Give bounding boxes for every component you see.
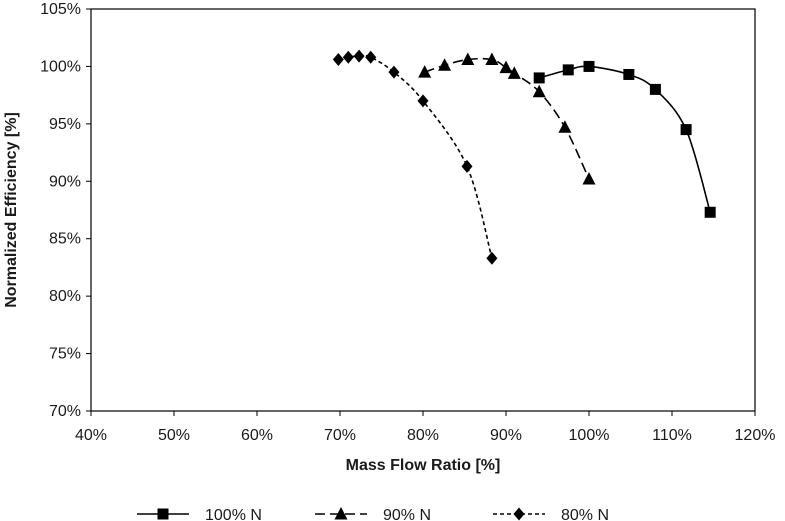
legend: 100% N 90% N 80% N xyxy=(137,507,609,521)
data-point xyxy=(353,49,365,63)
x-axis-title: Mass Flow Ratio [%] xyxy=(346,457,501,474)
data-point xyxy=(680,124,692,136)
y-tick-label: 100% xyxy=(40,58,81,75)
y-tick-label: 70% xyxy=(49,403,81,420)
data-point xyxy=(461,159,473,173)
y-tick-label: 80% xyxy=(49,288,81,305)
legend-marker xyxy=(157,508,169,520)
data-point xyxy=(438,58,452,71)
data-point xyxy=(417,94,429,108)
data-point xyxy=(582,171,596,185)
x-tick-label: 90% xyxy=(490,427,522,444)
y-axis-title: Normalized Efficiency [%] xyxy=(3,112,20,308)
x-tick-label: 110% xyxy=(652,427,692,444)
data-point xyxy=(649,83,661,95)
x-tick-label: 60% xyxy=(241,427,273,444)
data-point xyxy=(562,64,574,76)
legend-item: 80% N xyxy=(493,507,609,521)
series-line xyxy=(424,57,590,180)
series-line xyxy=(338,54,493,259)
legend-label: 80% N xyxy=(561,507,609,521)
y-tick-label: 90% xyxy=(49,173,81,190)
data-point xyxy=(485,52,499,66)
data-point xyxy=(533,72,545,84)
data-point xyxy=(418,65,432,78)
x-tick-label: 40% xyxy=(75,427,107,444)
legend-item: 100% N xyxy=(137,507,262,521)
x-axis-ticks: 40% 50% 60% 70% 80% 90% 100% 110% 120% xyxy=(75,411,775,444)
data-point xyxy=(461,52,475,66)
data-point xyxy=(558,120,572,133)
y-axis-ticks: 70% 75% 80% 85% 90% 95% 100% 105% xyxy=(40,1,91,420)
data-point xyxy=(532,84,546,98)
series-layer xyxy=(332,49,716,265)
legend-label: 100% N xyxy=(205,507,262,521)
series-3 xyxy=(332,49,498,265)
x-tick-label: 100% xyxy=(569,427,610,444)
data-point xyxy=(704,206,716,218)
y-tick-label: 105% xyxy=(40,1,81,18)
series-2 xyxy=(418,52,596,185)
data-point xyxy=(332,53,344,67)
data-point xyxy=(623,68,635,80)
data-point xyxy=(486,251,498,265)
x-tick-label: 80% xyxy=(407,427,439,444)
series-1 xyxy=(533,60,716,218)
legend-marker xyxy=(334,507,348,520)
data-point xyxy=(342,50,354,64)
legend-marker xyxy=(513,507,525,521)
data-point xyxy=(388,65,400,79)
data-point xyxy=(365,50,377,64)
y-tick-label: 85% xyxy=(49,231,81,248)
legend-label: 90% N xyxy=(383,507,431,521)
legend-item: 90% N xyxy=(315,507,431,521)
y-tick-label: 75% xyxy=(49,346,81,363)
x-tick-label: 120% xyxy=(735,427,776,444)
data-point xyxy=(583,60,595,72)
x-tick-label: 50% xyxy=(158,427,190,444)
y-tick-label: 95% xyxy=(49,116,81,133)
x-tick-label: 70% xyxy=(324,427,356,444)
data-point xyxy=(507,66,521,79)
data-point xyxy=(499,60,513,74)
